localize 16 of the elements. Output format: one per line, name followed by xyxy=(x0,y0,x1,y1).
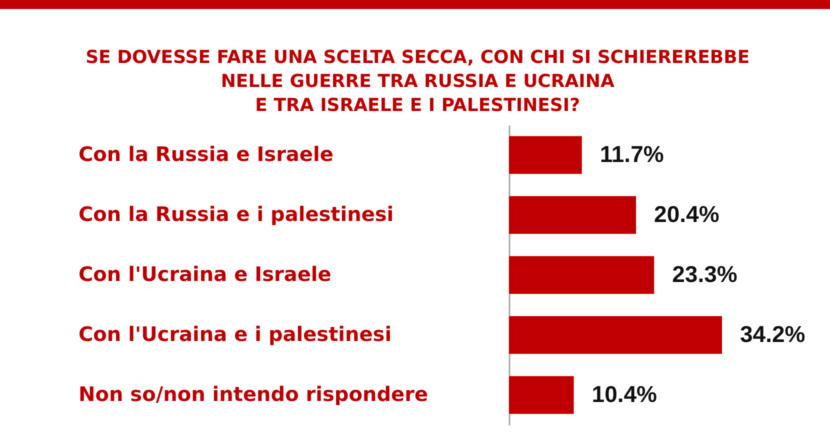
data-label: 23.3% xyxy=(672,261,738,287)
bar xyxy=(509,196,636,234)
chart-title: SE DOVESSE FARE UNA SCELTA SECCA, CON CHI SI SCHIEREREBBE NELLE GUERRE TRA RUSSIA E UCRAINA E TRA ISRAELE E I PALESTINESI? xyxy=(86,47,750,116)
y-tick-label: Con la Russia e Israele xyxy=(78,142,334,166)
data-label: 20.4% xyxy=(654,201,720,227)
bar xyxy=(509,316,722,354)
data-label: 11.7% xyxy=(600,141,664,167)
data-label: 34.2% xyxy=(740,321,806,347)
bar xyxy=(509,376,574,414)
y-tick-label: Non so/non intendo rispondere xyxy=(78,382,428,406)
bar xyxy=(509,136,582,174)
y-tick-label: Con l'Ucraina e Israele xyxy=(78,262,332,286)
y-tick-label: Con la Russia e i palestinesi xyxy=(78,202,394,226)
bar xyxy=(509,256,654,294)
data-label: 10.4% xyxy=(592,381,657,407)
y-tick-label: Con l'Ucraina e i palestinesi xyxy=(78,322,392,346)
